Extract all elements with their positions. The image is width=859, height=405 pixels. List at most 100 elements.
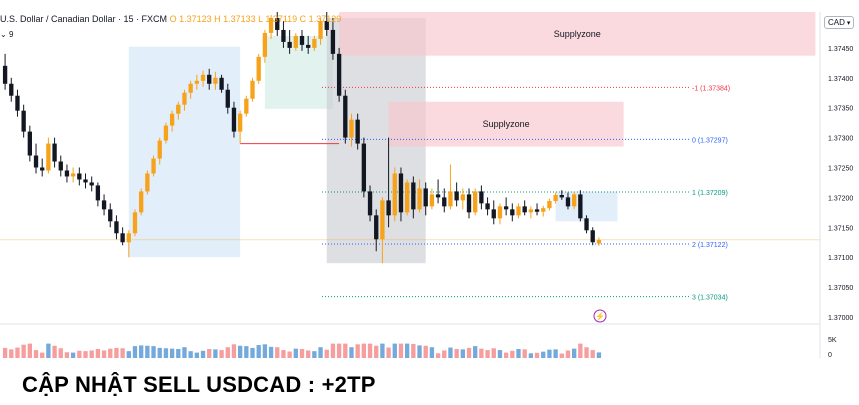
candle-body xyxy=(46,143,51,171)
candle-body xyxy=(522,206,527,213)
candle-body xyxy=(169,113,175,126)
candle-body xyxy=(299,35,305,45)
lightning-glyph: ⚡ xyxy=(595,311,605,321)
candle-body xyxy=(584,218,589,231)
volume-bar xyxy=(256,345,261,358)
candle-body xyxy=(120,233,125,243)
symbol-info-bar[interactable]: U.S. Dollar / Canadian Dollar · 15 · FXC… xyxy=(0,14,341,24)
candle-body xyxy=(398,173,404,213)
volume-bar xyxy=(534,352,540,358)
volume-bar xyxy=(151,346,156,358)
symbol-name[interactable]: U.S. Dollar / Canadian Dollar · 15 · FXC… xyxy=(0,14,168,24)
candle-body xyxy=(336,53,342,96)
candle-body xyxy=(386,200,391,216)
volume-bar xyxy=(460,349,465,358)
volume-bar xyxy=(547,349,552,358)
candle-body xyxy=(510,209,515,216)
candle-body xyxy=(194,80,200,84)
candlestick-chart[interactable]: Supplyzone Supplyzone -1 (1.37384) 0 (1.372… xyxy=(0,0,859,360)
candle-body xyxy=(15,95,20,111)
candle-body xyxy=(503,206,509,210)
volume-bar xyxy=(386,347,391,358)
candle-body xyxy=(404,182,410,213)
indicator-toggle[interactable]: ⌄ 9 xyxy=(0,30,13,39)
candle-body xyxy=(448,191,453,207)
volume-bar xyxy=(367,343,373,358)
candle-body xyxy=(392,173,397,216)
volume-bar xyxy=(250,347,255,358)
volume-bar xyxy=(182,347,187,358)
volume-bar xyxy=(522,349,527,358)
volume-bar xyxy=(9,349,14,358)
volume-bar xyxy=(336,343,342,358)
candle-body xyxy=(275,17,280,30)
candle-body xyxy=(126,233,131,243)
volume-bar xyxy=(58,348,63,358)
chevron-down-icon[interactable]: ⌄ xyxy=(0,30,7,39)
volume-bar xyxy=(231,344,237,358)
candle-body xyxy=(479,191,484,204)
volume-bar xyxy=(163,348,169,358)
candle-body xyxy=(27,131,32,156)
currency-selector[interactable]: CAD ▾ xyxy=(824,16,855,29)
volume-bar xyxy=(541,351,546,358)
volume-bar xyxy=(306,350,311,358)
candle-body xyxy=(435,194,441,198)
price-tick-label: 1.37400 xyxy=(828,76,853,83)
chevron-down-icon: ▾ xyxy=(846,20,851,27)
volume-bar xyxy=(355,344,360,358)
volume-bar xyxy=(361,343,367,358)
candle-body xyxy=(460,194,465,201)
candle-body xyxy=(423,188,428,207)
indicator-count: 9 xyxy=(8,30,14,39)
candle-body xyxy=(293,35,298,48)
volume-bar xyxy=(590,350,595,358)
volume-tick-label: 0 xyxy=(828,352,832,359)
volume-bar xyxy=(312,351,317,358)
candle-body xyxy=(411,182,416,210)
candle-body xyxy=(145,173,150,192)
candle-body xyxy=(33,155,39,168)
price-tick-label: 1.37200 xyxy=(828,195,853,202)
volume-bar xyxy=(132,346,138,358)
supply-zone-0 xyxy=(339,12,816,56)
candle-body xyxy=(52,143,57,162)
candle-body xyxy=(361,143,367,192)
candle-body xyxy=(70,173,76,177)
candle-body xyxy=(466,194,472,213)
candle-body xyxy=(287,41,292,48)
candle-body xyxy=(101,200,107,210)
volume-bar xyxy=(596,352,602,358)
volume-bar xyxy=(188,351,193,358)
volume-bar xyxy=(559,353,564,358)
volume-bar xyxy=(293,348,298,358)
price-tick-label: 1.37250 xyxy=(828,165,853,172)
supply-zone-label: Supplyzone xyxy=(554,29,601,39)
candle-body xyxy=(83,179,88,183)
volume-bar xyxy=(21,344,26,358)
price-tick-label: 1.37350 xyxy=(828,106,853,113)
highlight-zone-1 xyxy=(264,35,333,109)
volume-bar xyxy=(324,349,329,358)
candle-body xyxy=(108,209,113,222)
volume-bar xyxy=(120,348,125,358)
candle-body xyxy=(559,195,564,198)
candle-body xyxy=(213,77,218,84)
candle-body xyxy=(534,209,540,212)
candle-body xyxy=(114,221,119,234)
candle-body xyxy=(95,185,101,201)
candle-body xyxy=(176,104,181,114)
candle-body xyxy=(58,161,63,171)
volume-bar xyxy=(40,352,45,358)
volume-bar xyxy=(108,348,113,358)
candle-body xyxy=(77,173,82,180)
volume-bar xyxy=(213,349,218,358)
volume-bar xyxy=(89,350,94,358)
volume-bar xyxy=(52,345,57,358)
candle-body xyxy=(157,140,162,159)
candle-body xyxy=(367,191,373,216)
candle-body xyxy=(262,32,268,57)
volume-bar xyxy=(510,350,515,358)
candle-body xyxy=(374,215,379,240)
volume-bar xyxy=(392,343,397,358)
